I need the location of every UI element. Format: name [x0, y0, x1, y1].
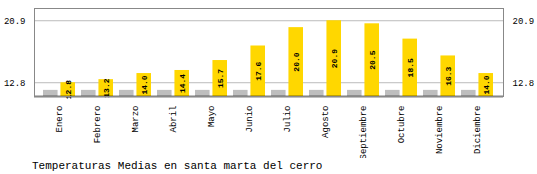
svg-text:12.8: 12.8 [513, 79, 535, 89]
svg-text:Marzo: Marzo [131, 106, 141, 133]
svg-text:14.0: 14.0 [482, 75, 491, 94]
svg-text:20.0: 20.0 [292, 52, 301, 71]
svg-text:Noviembre: Noviembre [435, 106, 445, 155]
svg-text:12.8: 12.8 [63, 80, 73, 100]
svg-text:20.5: 20.5 [368, 50, 377, 69]
svg-text:Junio: Junio [245, 106, 255, 133]
svg-text:Septiembre: Septiembre [359, 106, 369, 159]
svg-text:15.7: 15.7 [216, 69, 225, 88]
svg-text:12.8: 12.8 [4, 79, 26, 89]
svg-text:20.9: 20.9 [4, 17, 26, 27]
svg-text:17.6: 17.6 [254, 61, 263, 80]
svg-text:13.2: 13.2 [102, 78, 111, 97]
svg-text:18.5: 18.5 [406, 58, 415, 77]
html-text:Temperaturas Medias en santa m: Temperaturas Medias en santa marta del c… [32, 160, 323, 172]
svg-text:Abril: Abril [169, 106, 179, 133]
svg-text:14.4: 14.4 [178, 74, 187, 93]
svg-text:Enero: Enero [55, 106, 65, 133]
svg-text:Agosto: Agosto [321, 106, 331, 138]
svg-text:Octubre: Octubre [397, 106, 407, 144]
svg-text:20.9: 20.9 [513, 17, 535, 27]
svg-text:Mayo: Mayo [207, 106, 217, 128]
svg-text:Diciembre: Diciembre [473, 106, 483, 155]
svg-text:Julio: Julio [283, 106, 293, 133]
svg-text:14.0: 14.0 [140, 75, 149, 94]
svg-text:20.9: 20.9 [330, 49, 339, 68]
svg-text:Febrero: Febrero [93, 106, 103, 144]
svg-text:16.3: 16.3 [444, 66, 453, 85]
